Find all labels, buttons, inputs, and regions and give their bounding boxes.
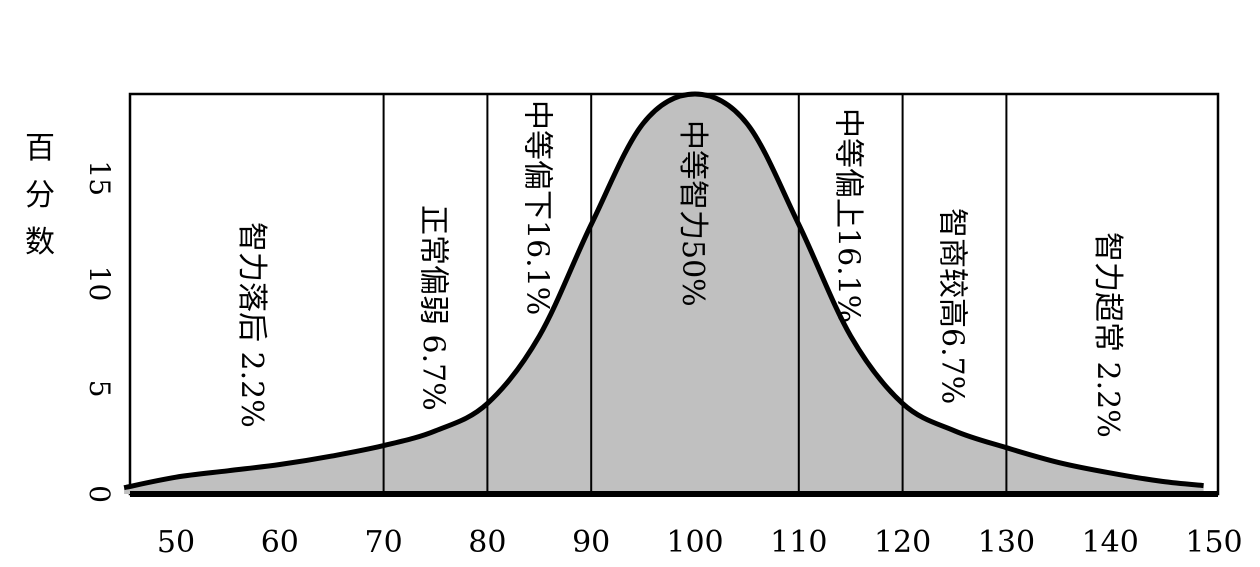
band-label-4: 中等偏上16.1% xyxy=(831,108,866,323)
x-tick-60: 60 xyxy=(261,525,299,560)
x-tick-130: 130 xyxy=(978,525,1035,560)
band-labels: 智力落后 2.2% 正常偏弱 6.7% 中等偏下16.1% 中等智力50% 中等偏上16… xyxy=(234,100,1125,438)
x-tick-50: 50 xyxy=(157,525,195,560)
y-tick-labels: 0 5 10 15 xyxy=(83,160,116,503)
x-tick-120: 120 xyxy=(874,525,931,560)
x-tick-80: 80 xyxy=(468,525,506,560)
x-tick-90: 90 xyxy=(572,525,610,560)
x-tick-labels: 50 60 70 80 90 100 110 120 130 140 150 xyxy=(157,525,1243,560)
distribution-curve-line xyxy=(123,91,1204,491)
band-label-5: 智商较高6.7% xyxy=(935,208,970,404)
y-axis-label: 百分数 xyxy=(25,131,55,260)
curve-area-fill xyxy=(124,94,1204,494)
band-label-3: 中等智力50% xyxy=(675,120,710,307)
y-tick-10: 10 xyxy=(83,266,116,302)
band-label-1: 正常偏弱 6.7% xyxy=(416,205,451,411)
x-tick-110: 110 xyxy=(770,525,827,560)
y-tick-15: 15 xyxy=(83,160,116,196)
x-tick-100: 100 xyxy=(666,525,723,560)
y-tick-0: 0 xyxy=(83,485,116,503)
band-dividers xyxy=(382,94,1008,494)
band-label-2: 中等偏下16.1% xyxy=(519,100,554,315)
band-label-0: 智力落后 2.2% xyxy=(234,222,269,428)
x-tick-150: 150 xyxy=(1185,525,1242,560)
x-tick-70: 70 xyxy=(365,525,403,560)
x-tick-140: 140 xyxy=(1082,525,1139,560)
band-label-6: 智力超常 2.2% xyxy=(1090,232,1125,438)
y-tick-5: 5 xyxy=(83,380,116,398)
